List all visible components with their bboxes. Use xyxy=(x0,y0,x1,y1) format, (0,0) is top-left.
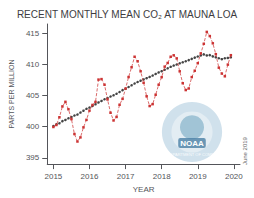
svg-text:2016: 2016 xyxy=(81,172,99,181)
svg-text:YEAR: YEAR xyxy=(133,185,155,194)
svg-text:2018: 2018 xyxy=(153,172,171,181)
svg-text:U.S. DEPARTMENT OF COMMERCE: U.S. DEPARTMENT OF COMMERCE xyxy=(158,152,226,157)
svg-text:2017: 2017 xyxy=(117,172,135,181)
svg-text:410: 410 xyxy=(26,60,40,69)
svg-text:NOAA: NOAA xyxy=(180,139,204,148)
svg-text:RECENT MONTHLY MEAN CO₂ AT MAU: RECENT MONTHLY MEAN CO₂ AT MAUNA LOA xyxy=(17,9,238,20)
svg-text:2019: 2019 xyxy=(189,172,207,181)
svg-text:2015: 2015 xyxy=(44,172,62,181)
svg-text:June 2019: June 2019 xyxy=(242,136,248,165)
svg-text:PARTS PER MILLION: PARTS PER MILLION xyxy=(8,60,15,129)
svg-text:415: 415 xyxy=(26,29,40,38)
svg-text:405: 405 xyxy=(26,91,40,100)
svg-text:2020: 2020 xyxy=(225,172,243,181)
svg-text:395: 395 xyxy=(26,153,40,162)
svg-text:400: 400 xyxy=(26,122,40,131)
